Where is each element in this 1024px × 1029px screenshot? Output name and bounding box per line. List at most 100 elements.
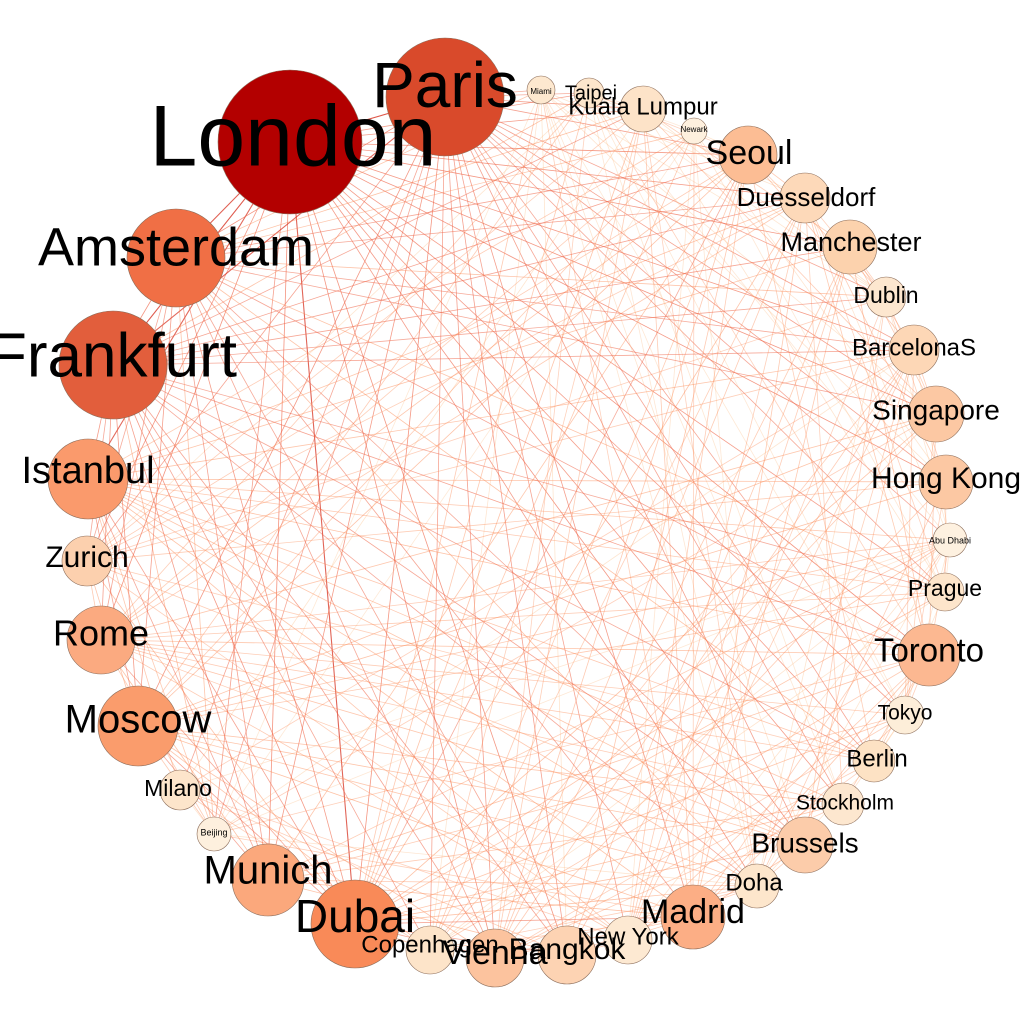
edge-seoul-new-york bbox=[627, 154, 749, 941]
label-moscow: Moscow bbox=[65, 698, 212, 742]
node-frankfurt[interactable] bbox=[58, 310, 168, 420]
node-moscow[interactable] bbox=[97, 685, 179, 767]
edge-manchester-toronto bbox=[849, 246, 930, 656]
node-barcelonas[interactable] bbox=[888, 324, 940, 376]
edge-abu-dhabi-rome bbox=[100, 539, 951, 641]
node-miami[interactable] bbox=[526, 75, 556, 105]
edge-miami-madrid bbox=[540, 89, 694, 918]
edge-taipei-stockholm bbox=[588, 92, 844, 805]
edge-london-berlin bbox=[289, 141, 875, 762]
label-toronto: Toronto bbox=[874, 632, 984, 669]
node-milano[interactable] bbox=[159, 769, 201, 811]
edge-madrid-vienna bbox=[494, 916, 694, 959]
edge-newark-amsterdam bbox=[175, 130, 695, 259]
node-manchester[interactable] bbox=[822, 219, 878, 275]
node-london[interactable] bbox=[217, 69, 363, 215]
label-kuala-lumpur: Kuala Lumpur bbox=[568, 93, 717, 120]
edge-kuala-lumpur-dubai bbox=[354, 108, 644, 925]
edge-abu-dhabi-beijing bbox=[213, 539, 951, 835]
node-doha[interactable] bbox=[734, 863, 780, 909]
edge-prague-moscow bbox=[137, 591, 946, 727]
edge-seoul-rome bbox=[100, 154, 749, 641]
edge-duesseldorf-toronto bbox=[804, 197, 930, 656]
node-taipei[interactable] bbox=[573, 77, 605, 109]
label-brussels: Brussels bbox=[751, 827, 858, 858]
node-amsterdam[interactable] bbox=[126, 208, 226, 308]
edge-hong-kong-moscow bbox=[137, 481, 947, 727]
node-hong-kong[interactable] bbox=[918, 454, 974, 510]
edge-singapore-dubai bbox=[354, 413, 937, 925]
edge-duesseldorf-prague bbox=[804, 197, 946, 593]
node-dublin[interactable] bbox=[865, 276, 907, 318]
node-paris[interactable] bbox=[385, 37, 505, 157]
edge-paris-hong-kong bbox=[444, 96, 947, 483]
node-beijing[interactable] bbox=[196, 816, 232, 852]
label-prague: Prague bbox=[908, 575, 982, 601]
node-tokyo[interactable] bbox=[885, 695, 925, 735]
node-seoul[interactable] bbox=[718, 125, 778, 185]
node-istanbul[interactable] bbox=[47, 438, 129, 520]
node-brussels[interactable] bbox=[776, 816, 834, 874]
edge-stockholm-dubai bbox=[354, 803, 844, 925]
edge-munich-frankfurt bbox=[112, 364, 269, 881]
edge-london-stockholm bbox=[289, 141, 844, 805]
edge-toronto-rome bbox=[100, 639, 930, 656]
edge-paris-dublin bbox=[444, 96, 887, 298]
edge-barcelonas-frankfurt bbox=[112, 349, 915, 366]
edge-duesseldorf-frankfurt bbox=[112, 197, 806, 366]
edge-london-bangkok bbox=[289, 141, 568, 956]
node-vienna[interactable] bbox=[465, 928, 525, 988]
node-new-york[interactable] bbox=[603, 915, 653, 965]
edge-singapore-toronto bbox=[928, 413, 937, 656]
node-toronto[interactable] bbox=[897, 623, 961, 687]
node-layer bbox=[47, 37, 974, 988]
edge-abu-dhabi-dubai bbox=[354, 539, 951, 925]
node-abu-dhabi[interactable] bbox=[932, 522, 968, 558]
node-zurich[interactable] bbox=[61, 535, 113, 587]
node-madrid[interactable] bbox=[660, 884, 726, 950]
edge-newark-prague bbox=[693, 130, 946, 593]
edge-paris-tokyo bbox=[444, 96, 906, 716]
label-paris: Paris bbox=[372, 49, 518, 121]
edge-manchester-vienna bbox=[494, 246, 851, 959]
node-copenhagen[interactable] bbox=[405, 925, 455, 975]
edge-toronto-frankfurt bbox=[112, 364, 930, 656]
label-munich: Munich bbox=[204, 849, 333, 893]
edge-hong-kong-zurich bbox=[86, 481, 947, 562]
label-frankfurt: Frankfurt bbox=[0, 321, 237, 390]
edge-tokyo-vienna bbox=[494, 714, 906, 959]
label-seoul: Seoul bbox=[706, 134, 793, 172]
edge-brussels-zurich bbox=[86, 560, 806, 846]
node-newark[interactable] bbox=[680, 117, 708, 145]
node-bangkok[interactable] bbox=[537, 925, 597, 985]
edge-manchester-singapore bbox=[849, 246, 937, 415]
node-munich[interactable] bbox=[231, 843, 305, 917]
node-berlin[interactable] bbox=[852, 739, 896, 783]
edge-paris-prague bbox=[444, 96, 946, 593]
edge-madrid-istanbul bbox=[87, 478, 694, 918]
edge-london-munich bbox=[267, 141, 291, 881]
label-london: London bbox=[150, 89, 437, 185]
node-stockholm[interactable] bbox=[821, 782, 865, 826]
node-singapore[interactable] bbox=[907, 385, 965, 443]
edge-taipei-toronto bbox=[588, 92, 930, 656]
node-dubai[interactable] bbox=[310, 879, 400, 969]
edge-doha-frankfurt bbox=[112, 364, 758, 887]
edge-seoul-dublin bbox=[747, 154, 887, 298]
edge-miami-copenhagen bbox=[429, 89, 542, 951]
edge-london-duesseldorf bbox=[289, 141, 806, 199]
edge-dublin-frankfurt bbox=[112, 296, 887, 366]
node-duesseldorf[interactable] bbox=[779, 172, 831, 224]
edge-london-brussels bbox=[289, 141, 806, 846]
label-taipei: Taipei bbox=[565, 82, 617, 104]
edge-paris-brussels bbox=[444, 96, 806, 846]
node-prague[interactable] bbox=[925, 572, 965, 612]
edge-berlin-rome bbox=[100, 639, 875, 762]
edge-dublin-brussels bbox=[804, 296, 887, 846]
node-kuala-lumpur[interactable] bbox=[619, 85, 667, 133]
node-rome[interactable] bbox=[66, 605, 136, 675]
label-milano: Milano bbox=[144, 775, 212, 801]
edge-new-york-zurich bbox=[86, 560, 629, 941]
